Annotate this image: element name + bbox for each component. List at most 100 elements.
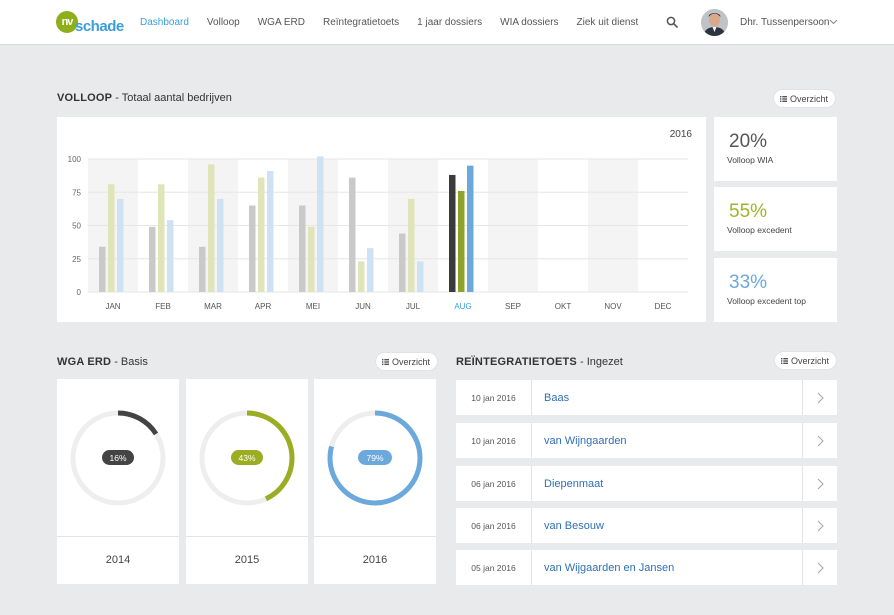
logo-mark: nv [56, 11, 78, 33]
stat-card-volloop-excedent-top: 33% Volloop excedent top [714, 258, 837, 322]
nav-1-jaar-dossiers[interactable]: 1 jaar dossiers [417, 17, 483, 28]
donut-year: 2015 [234, 554, 260, 566]
wga-title-bold: WGA ERD [57, 356, 112, 368]
search-icon[interactable] [666, 16, 678, 28]
bar-mar-series-2 [208, 164, 215, 292]
stat-value: 55% [729, 201, 768, 222]
bar-feb-series-3 [167, 220, 174, 292]
stat-value: 20% [729, 131, 768, 152]
y-tick-label: 75 [72, 188, 81, 197]
x-tick-label: AUG [454, 302, 471, 311]
donut-card-2014[interactable]: 16% 2014 [57, 379, 179, 584]
x-tick-label: MEI [306, 302, 320, 311]
row-name-link[interactable]: van Besouw [544, 519, 604, 532]
row-name-link[interactable]: Baas [544, 391, 570, 404]
stat-label: Volloop WIA [727, 155, 774, 165]
bar-mei-series-3 [317, 156, 324, 292]
x-tick-label: JUN [355, 302, 371, 311]
logo[interactable]: nv schade [56, 8, 124, 36]
volloop-overzicht-button[interactable]: Overzicht [774, 90, 836, 107]
list-item[interactable]: 06 jan 2016 Diepenmaat [456, 466, 837, 501]
bar-apr-series-2 [258, 177, 265, 292]
top-navigation-bar: nv schade Dashboard Volloop WGA ERD Reïn… [0, 0, 894, 45]
bar-aug-series-3 [467, 165, 474, 292]
list-item[interactable]: 10 jan 2016 van Wijngaarden [456, 423, 837, 458]
volloop-overzicht-label: Overzicht [790, 93, 829, 104]
chevron-right-icon[interactable] [802, 380, 837, 415]
wga-overzicht-button[interactable]: Overzicht [376, 353, 438, 370]
row-name-link[interactable]: Diepenmaat [544, 477, 604, 490]
logo-text: schade [75, 17, 124, 35]
stat-label: Volloop excedent top [727, 296, 806, 306]
reint-overzicht-label: Overzicht [791, 355, 830, 366]
donut-chart [70, 410, 166, 506]
x-tick-label: DEC [655, 302, 672, 311]
donut-arc [327, 410, 423, 506]
list-icon [780, 95, 787, 102]
reint-title-rest: - Ingezet [576, 356, 623, 368]
chevron-right-icon[interactable] [802, 508, 837, 543]
row-name-link[interactable]: van Wijgaarden en Jansen [544, 561, 675, 574]
volloop-bar-chart: 0 25 50 75 100 JAN FEB MAR APR MEI JUN JUL AUG SEP OKT… [68, 129, 693, 311]
donut-arc [199, 410, 295, 506]
y-tick-label: 25 [72, 255, 81, 264]
donut-year: 2014 [105, 554, 131, 566]
chevron-right-icon[interactable] [802, 550, 837, 585]
nav-wia-dossiers[interactable]: WIA dossiers [500, 17, 559, 28]
donut-percent-badge: 43% [231, 450, 263, 465]
bar-mei-series-2 [308, 226, 315, 292]
bar-jan-series-3 [117, 198, 124, 292]
avatar[interactable] [701, 9, 728, 36]
bar-jan-series-1 [99, 246, 106, 292]
list-icon [781, 357, 788, 364]
chevron-right-icon[interactable] [802, 423, 837, 458]
chart-title: 2016 [670, 129, 693, 140]
nav-ziek-uit-dienst[interactable]: Ziek uit dienst [576, 17, 639, 28]
reint-overzicht-button[interactable]: Overzicht [775, 352, 837, 369]
row-name-link[interactable]: van Wijngaarden [544, 434, 627, 447]
x-tick-label: APR [255, 302, 272, 311]
divider [186, 536, 308, 537]
donut-year: 2016 [362, 554, 388, 566]
donut-percent-badge: 79% [358, 450, 392, 465]
row-date: 10 jan 2016 [456, 423, 532, 458]
reint-title-bold: REÏNTEGRATIETOETS [456, 356, 577, 368]
donut-card-2015[interactable]: 43% 2015 [186, 379, 308, 584]
y-tick-label: 50 [72, 222, 81, 231]
nav-dashboard[interactable]: Dashboard [140, 17, 189, 28]
donut-card-2016[interactable]: 79% 2016 [314, 379, 436, 584]
user-name[interactable]: Dhr. Tussenpersoon [740, 17, 830, 28]
x-tick-label: JAN [105, 302, 120, 311]
x-tick-label: JUL [406, 302, 421, 311]
list-item[interactable]: 10 jan 2016 Baas [456, 380, 837, 415]
wga-overzicht-label: Overzicht [392, 356, 431, 367]
reint-title: REÏNTEGRATIETOETS - Ingezet [456, 356, 623, 368]
donut-chart [327, 410, 423, 506]
nav-reintegratietoets[interactable]: Reïntegratietoets [322, 17, 400, 28]
bar-feb-series-2 [158, 184, 165, 292]
bar-jun-series-2 [358, 261, 365, 292]
bar-jul-series-1 [399, 233, 406, 292]
stat-label: Volloop excedent [727, 225, 792, 235]
bar-jul-series-2 [408, 198, 415, 292]
stat-card-volloop-wia: 20% Volloop WIA [714, 117, 837, 181]
stat-value: 33% [729, 272, 768, 293]
nav-volloop[interactable]: Volloop [206, 17, 240, 28]
chevron-down-icon[interactable] [829, 17, 838, 26]
wga-title: WGA ERD - Basis [57, 356, 148, 368]
donut-chart [199, 410, 295, 506]
stat-card-volloop-excedent: 55% Volloop excedent [714, 187, 837, 251]
list-item[interactable]: 05 jan 2016 van Wijgaarden en Jansen [456, 550, 837, 585]
list-item[interactable]: 06 jan 2016 van Besouw [456, 508, 837, 543]
bar-jul-series-3 [417, 261, 424, 292]
nav-wga-erd[interactable]: WGA ERD [257, 17, 305, 28]
list-icon [382, 358, 389, 365]
donut-percent-badge: 16% [102, 450, 134, 465]
bar-mar-series-3 [217, 198, 224, 292]
chevron-right-icon[interactable] [802, 466, 837, 501]
bar-mar-series-1 [199, 246, 206, 292]
x-tick-label: FEB [155, 302, 171, 311]
wga-title-rest: - Basis [111, 356, 148, 368]
volloop-title: VOLLOOP - Totaal aantal bedrijven [57, 92, 232, 104]
bar-mei-series-1 [299, 205, 306, 292]
